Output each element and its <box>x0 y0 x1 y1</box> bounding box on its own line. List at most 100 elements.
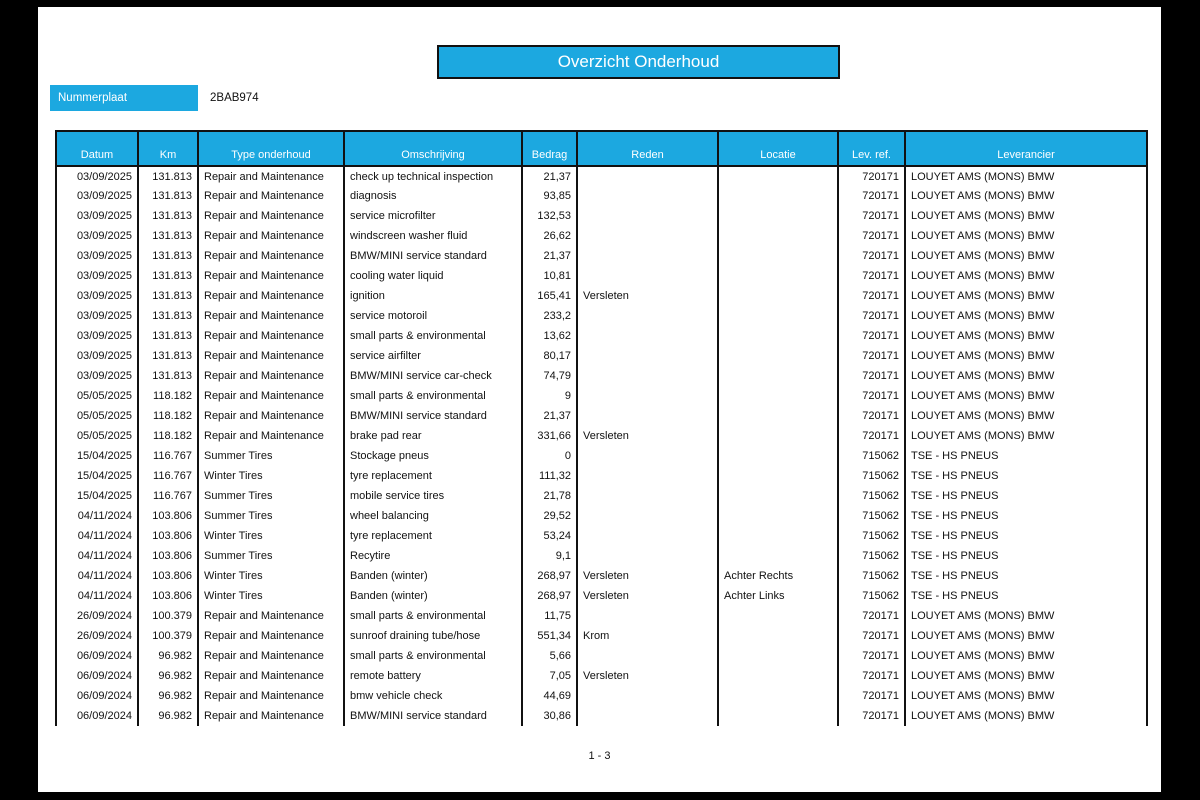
column-header-lev_ref: Lev. ref. <box>837 130 906 167</box>
cell-lev_ref: 720171 <box>837 306 906 326</box>
cell-reden <box>576 526 719 546</box>
table-row: 03/09/2025 131.813 Repair and Maintenance s… <box>55 346 1148 366</box>
cell-omschrijving: cooling water liquid <box>343 266 523 286</box>
cell-reden <box>576 506 719 526</box>
cell-datum: 05/05/2025 <box>55 406 139 426</box>
cell-type: Repair and Maintenance <box>197 706 345 726</box>
cell-leverancier: TSE - HS PNEUS <box>904 466 1148 486</box>
cell-type: Repair and Maintenance <box>197 206 345 226</box>
cell-datum: 06/09/2024 <box>55 706 139 726</box>
cell-km: 131.813 <box>137 186 199 206</box>
cell-lev_ref: 720171 <box>837 326 906 346</box>
cell-type: Repair and Maintenance <box>197 666 345 686</box>
cell-leverancier: LOUYET AMS (MONS) BMW <box>904 346 1148 366</box>
cell-type: Summer Tires <box>197 546 345 566</box>
table-row: 15/04/2025 116.767 Summer Tires mobile serv… <box>55 486 1148 506</box>
cell-lev_ref: 715062 <box>837 546 906 566</box>
cell-leverancier: LOUYET AMS (MONS) BMW <box>904 686 1148 706</box>
cell-lev_ref: 715062 <box>837 506 906 526</box>
cell-leverancier: LOUYET AMS (MONS) BMW <box>904 166 1148 186</box>
cell-type: Winter Tires <box>197 566 345 586</box>
cell-lev_ref: 720171 <box>837 226 906 246</box>
cell-km: 103.806 <box>137 586 199 606</box>
cell-type: Repair and Maintenance <box>197 226 345 246</box>
cell-reden: Versleten <box>576 666 719 686</box>
column-header-reden: Reden <box>576 130 719 167</box>
cell-bedrag: 44,69 <box>521 686 578 706</box>
cell-km: 118.182 <box>137 406 199 426</box>
cell-km: 131.813 <box>137 366 199 386</box>
cell-locatie: Achter Links <box>717 586 839 606</box>
cell-km: 118.182 <box>137 386 199 406</box>
cell-bedrag: 93,85 <box>521 186 578 206</box>
report-title-text: Overzicht Onderhoud <box>557 52 720 71</box>
cell-leverancier: TSE - HS PNEUS <box>904 506 1148 526</box>
cell-datum: 06/09/2024 <box>55 686 139 706</box>
cell-datum: 03/09/2025 <box>55 206 139 226</box>
cell-bedrag: 21,37 <box>521 406 578 426</box>
column-header-datum: Datum <box>55 130 139 167</box>
cell-lev_ref: 715062 <box>837 586 906 606</box>
cell-bedrag: 5,66 <box>521 646 578 666</box>
cell-omschrijving: small parts & environmental <box>343 646 523 666</box>
table-row: 03/09/2025 131.813 Repair and Maintenance c… <box>55 166 1148 186</box>
cell-reden <box>576 226 719 246</box>
cell-bedrag: 9 <box>521 386 578 406</box>
table-row: 03/09/2025 131.813 Repair and Maintenance s… <box>55 206 1148 226</box>
cell-km: 96.982 <box>137 686 199 706</box>
cell-type: Repair and Maintenance <box>197 326 345 346</box>
cell-km: 116.767 <box>137 446 199 466</box>
cell-reden <box>576 326 719 346</box>
cell-bedrag: 111,32 <box>521 466 578 486</box>
cell-leverancier: LOUYET AMS (MONS) BMW <box>904 266 1148 286</box>
cell-leverancier: LOUYET AMS (MONS) BMW <box>904 206 1148 226</box>
cell-bedrag: 21,37 <box>521 246 578 266</box>
cell-leverancier: TSE - HS PNEUS <box>904 446 1148 466</box>
cell-leverancier: LOUYET AMS (MONS) BMW <box>904 666 1148 686</box>
cell-locatie <box>717 366 839 386</box>
cell-type: Repair and Maintenance <box>197 366 345 386</box>
table-body: 03/09/2025 131.813 Repair and Maintenance c… <box>55 166 1148 726</box>
cell-datum: 03/09/2025 <box>55 286 139 306</box>
column-header-type: Type onderhoud <box>197 130 345 167</box>
cell-lev_ref: 720171 <box>837 426 906 446</box>
table-row: 03/09/2025 131.813 Repair and Maintenance c… <box>55 266 1148 286</box>
cell-datum: 04/11/2024 <box>55 566 139 586</box>
cell-datum: 03/09/2025 <box>55 166 139 186</box>
table-row: 05/05/2025 118.182 Repair and Maintenance B… <box>55 406 1148 426</box>
cell-type: Repair and Maintenance <box>197 626 345 646</box>
cell-reden: Versleten <box>576 566 719 586</box>
cell-type: Winter Tires <box>197 466 345 486</box>
cell-lev_ref: 715062 <box>837 566 906 586</box>
cell-type: Repair and Maintenance <box>197 386 345 406</box>
column-header-leverancier: Leverancier <box>904 130 1148 167</box>
cell-datum: 03/09/2025 <box>55 346 139 366</box>
table-row: 03/09/2025 131.813 Repair and Maintenance w… <box>55 226 1148 246</box>
report-title: Overzicht Onderhoud <box>437 45 840 79</box>
cell-omschrijving: sunroof draining tube/hose <box>343 626 523 646</box>
cell-omschrijving: BMW/MINI service standard <box>343 246 523 266</box>
cell-km: 103.806 <box>137 566 199 586</box>
cell-bedrag: 9,1 <box>521 546 578 566</box>
cell-km: 103.806 <box>137 546 199 566</box>
cell-datum: 15/04/2025 <box>55 466 139 486</box>
cell-reden: Versleten <box>576 586 719 606</box>
cell-datum: 04/11/2024 <box>55 586 139 606</box>
cell-bedrag: 13,62 <box>521 326 578 346</box>
cell-omschrijving: Stockage pneus <box>343 446 523 466</box>
cell-omschrijving: service microfilter <box>343 206 523 226</box>
cell-km: 103.806 <box>137 526 199 546</box>
cell-locatie <box>717 446 839 466</box>
cell-km: 116.767 <box>137 486 199 506</box>
cell-locatie <box>717 406 839 426</box>
cell-omschrijving: windscreen washer fluid <box>343 226 523 246</box>
cell-datum: 03/09/2025 <box>55 366 139 386</box>
cell-bedrag: 10,81 <box>521 266 578 286</box>
cell-type: Repair and Maintenance <box>197 426 345 446</box>
cell-datum: 05/05/2025 <box>55 386 139 406</box>
cell-omschrijving: remote battery <box>343 666 523 686</box>
table-row: 26/09/2024 100.379 Repair and Maintenance s… <box>55 606 1148 626</box>
cell-reden: Versleten <box>576 286 719 306</box>
cell-leverancier: LOUYET AMS (MONS) BMW <box>904 226 1148 246</box>
cell-locatie <box>717 166 839 186</box>
